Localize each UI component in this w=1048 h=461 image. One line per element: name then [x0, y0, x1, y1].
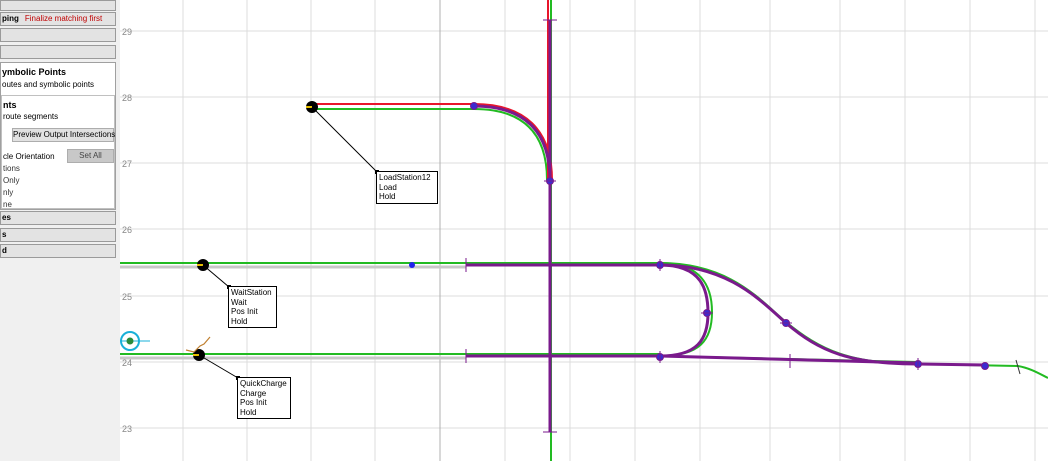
panel-bar-top[interactable] — [0, 0, 116, 11]
panel-bar-lower-2[interactable]: s — [0, 228, 116, 242]
layout-map-canvas[interactable] — [120, 0, 1048, 461]
vehicle-orientation-label: cle Orientation — [3, 152, 55, 161]
panel-bar-3[interactable] — [0, 45, 116, 59]
panel-bar-lower-1[interactable]: es — [0, 211, 116, 225]
y-axis-label: 25 — [122, 292, 133, 302]
station-action: Load — [379, 182, 397, 192]
route-node — [981, 362, 989, 370]
y-axis-label: 23 — [122, 424, 133, 434]
inactive-tracks — [120, 265, 466, 360]
y-axis-label: 24 — [122, 358, 133, 368]
y-axis-label: 26 — [122, 225, 133, 235]
station-name: LoadStation12 — [379, 173, 431, 182]
panel-bar-matching[interactable]: ping Finalize matching first — [0, 12, 116, 26]
finalize-warning: Finalize matching first — [24, 14, 103, 23]
vehicle-position-icon[interactable] — [120, 331, 150, 351]
station-mode: Hold — [231, 316, 248, 326]
station-action: Wait — [231, 297, 247, 307]
active-route — [466, 20, 986, 432]
map-grid — [120, 0, 1048, 461]
station-mode: Hold — [379, 192, 396, 201]
panel-bar-lower-3[interactable]: d — [0, 244, 116, 258]
orientation-option[interactable]: ne — [3, 200, 12, 209]
station-name: WaitStation — [231, 288, 272, 297]
y-axis-label: 27 — [122, 159, 133, 169]
section-subtitle: outes and symbolic points — [2, 80, 95, 89]
callout-quick-charge[interactable]: QuickCharge Charge Pos Init Hold — [237, 377, 291, 419]
set-all-button[interactable]: Set All — [67, 149, 114, 163]
left-panel: ping Finalize matching first ymbolic Poin… — [0, 0, 120, 461]
station-action: Charge — [240, 388, 267, 398]
panel-bar-2[interactable] — [0, 28, 116, 42]
station-init: Pos Init — [231, 307, 258, 316]
station-init: Pos Init — [240, 398, 267, 407]
subsection-subtitle: route segments — [3, 112, 59, 121]
y-axis-label: 29 — [122, 27, 133, 37]
station-mode: Hold — [240, 407, 257, 417]
orientation-option[interactable]: Only — [3, 176, 20, 185]
red-tracks — [312, 0, 553, 181]
callout-wait-station[interactable]: WaitStation Wait Pos Init Hold — [228, 286, 277, 328]
callout-leaders — [198, 106, 378, 379]
route-nodes[interactable] — [409, 102, 989, 370]
panel-bar-matching-label: ping — [2, 14, 19, 23]
route-node — [470, 102, 478, 110]
charger-icon — [185, 336, 211, 353]
y-axis-label: 28 — [122, 93, 133, 103]
orientation-option[interactable]: nly — [3, 188, 14, 197]
section-title: ymbolic Points — [2, 67, 67, 77]
node-crosshairs — [544, 180, 919, 370]
station-name: QuickCharge — [240, 379, 287, 388]
route-node — [409, 262, 415, 268]
callout-load-station[interactable]: LoadStation12 Load Hold — [376, 171, 438, 204]
symbolic-points-section: ymbolic Points outes and symbolic points… — [0, 62, 116, 210]
orientation-option[interactable]: tions — [3, 164, 20, 173]
route-segments-subsection: nts route segments Preview Output Inters… — [1, 95, 115, 209]
segment-ticks — [465, 19, 1021, 433]
preview-output-intersections-button[interactable]: Preview Output Intersections — [12, 128, 115, 142]
subsection-title: nts — [3, 100, 17, 110]
